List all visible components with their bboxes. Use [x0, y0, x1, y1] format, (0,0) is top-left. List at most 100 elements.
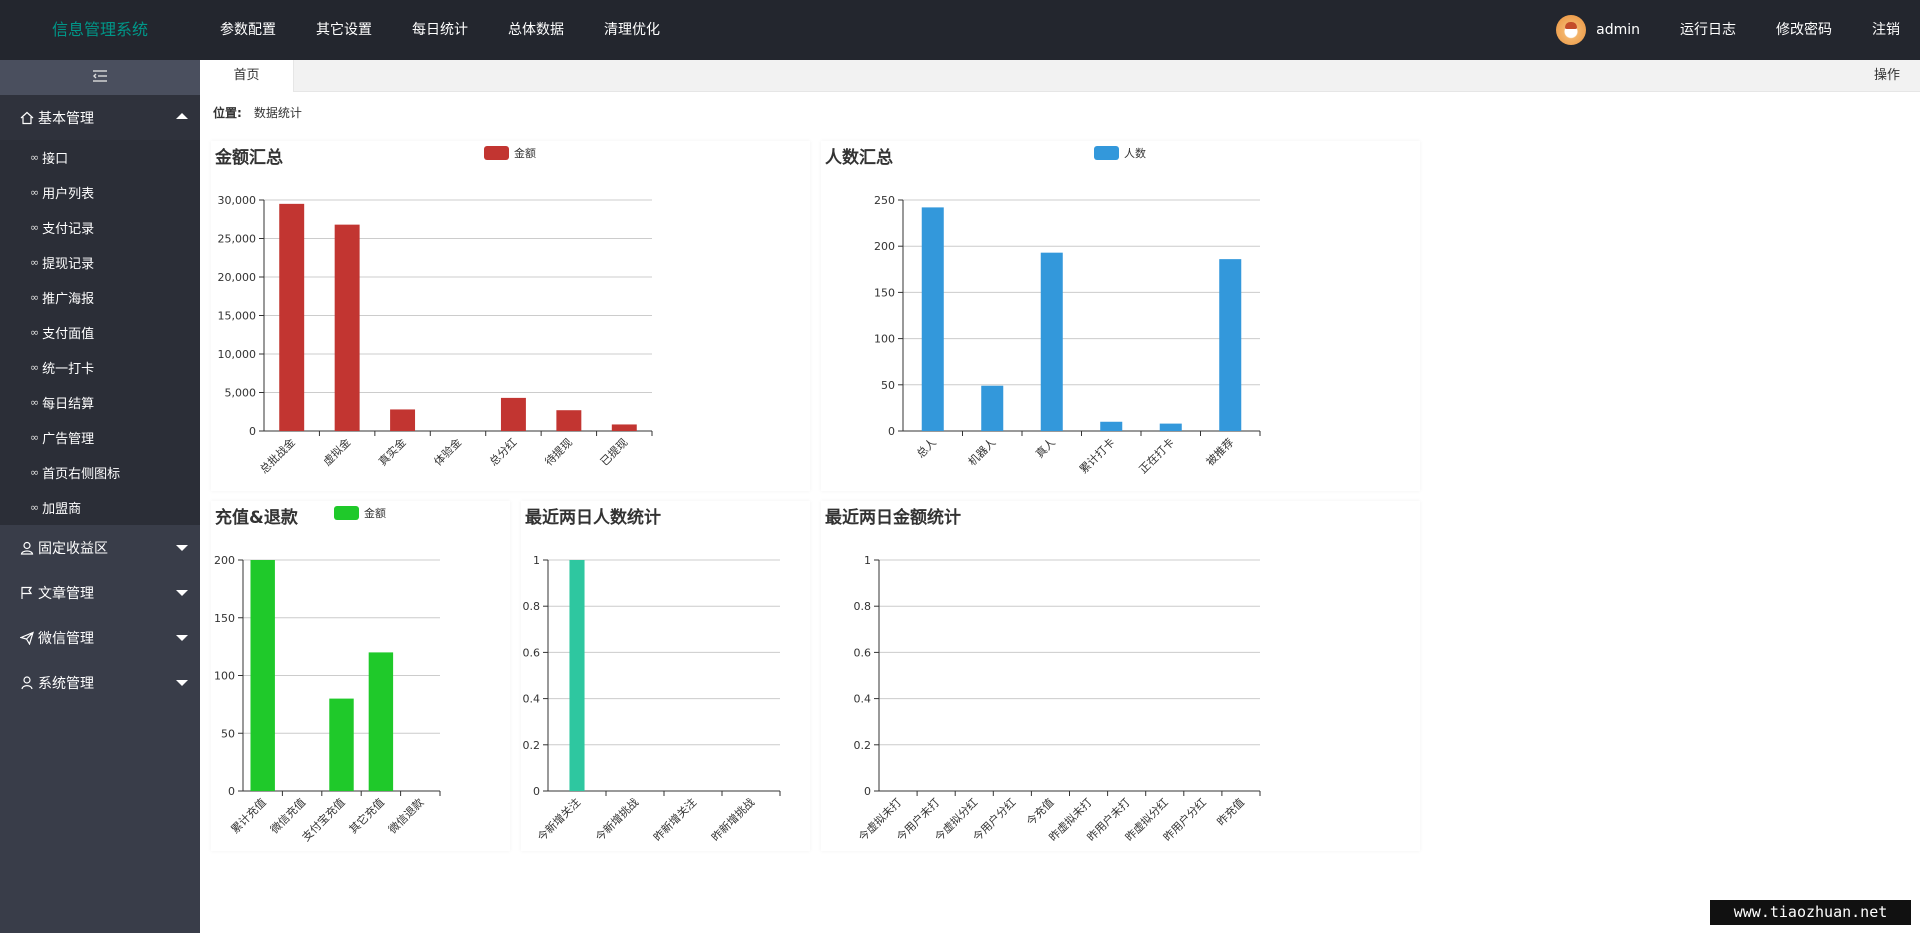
- bar[interactable]: [1159, 423, 1182, 431]
- bar[interactable]: [334, 224, 360, 431]
- sidebar-toggle[interactable]: [0, 60, 200, 95]
- link-icon: ∞: [30, 221, 40, 234]
- y-tick-label: 0: [888, 425, 895, 438]
- nav-logout[interactable]: 注销: [1872, 22, 1900, 38]
- y-tick-label: 0: [864, 785, 871, 798]
- bar[interactable]: [611, 424, 637, 431]
- sidebar-section-basic[interactable]: 基本管理: [0, 95, 200, 140]
- app-logo[interactable]: 信息管理系统: [51, 20, 148, 39]
- sidebar-item-payment-denomination[interactable]: ∞ 支付面值: [0, 315, 200, 350]
- x-tick-label: 正在打卡: [1136, 435, 1177, 476]
- bar[interactable]: [279, 203, 305, 431]
- sidebar-item-interface[interactable]: ∞ 接口: [0, 140, 200, 175]
- sidebar-item-user-list[interactable]: ∞ 用户列表: [0, 175, 200, 210]
- top-right-nav: admin 运行日志 修改密码 注销: [1536, 0, 1920, 60]
- chart-title: 金额汇总: [215, 148, 283, 168]
- chart-title: 最近两日金额统计: [825, 508, 961, 528]
- sidebar-item-home-right-icons[interactable]: ∞ 首页右侧图标: [0, 455, 200, 490]
- watermark: www.tiaozhuan.net: [1710, 900, 1911, 925]
- link-icon: ∞: [30, 186, 40, 199]
- sidebar-item-withdraw-records[interactable]: ∞ 提现记录: [0, 245, 200, 280]
- y-tick-label: 0: [533, 785, 540, 798]
- sidebar-item-promo-poster[interactable]: ∞ 推广海报: [0, 280, 200, 315]
- chevron-down-icon: [176, 545, 188, 551]
- top-header: 信息管理系统 参数配置 其它设置 每日统计 总体数据 清理优化 admin 运行…: [0, 0, 1920, 60]
- nav-daily-stats[interactable]: 每日统计: [412, 22, 468, 38]
- bar[interactable]: [368, 652, 394, 791]
- sidebar-section-fixed-income[interactable]: 固定收益区: [0, 525, 200, 570]
- sidebar-item-label: 每日结算: [42, 397, 95, 412]
- y-tick-label: 0: [228, 785, 235, 798]
- nav-change-password[interactable]: 修改密码: [1776, 22, 1832, 38]
- avatar: [1556, 15, 1587, 45]
- menu-collapse-icon[interactable]: [92, 69, 108, 87]
- people-summary-chart: 0 50 100 150 200 250 总人 机器人 真人 累计打卡 正在打卡 被推荐: [874, 194, 1261, 476]
- tab-home[interactable]: 首页: [200, 60, 294, 92]
- chart-legend[interactable]: 金额: [334, 505, 386, 521]
- operations-dropdown[interactable]: 操作: [1873, 68, 1900, 83]
- y-tick-label: 50: [881, 379, 895, 392]
- bar[interactable]: [500, 397, 526, 431]
- x-tick-label: 机器人: [965, 435, 998, 468]
- x-tick-label: 昨新增关注: [650, 795, 699, 844]
- link-icon: ∞: [30, 326, 40, 339]
- chart-title: 充值&退款: [215, 508, 298, 528]
- nav-run-log[interactable]: 运行日志: [1680, 22, 1736, 38]
- sidebar-section-system[interactable]: 系统管理: [0, 660, 200, 705]
- link-icon: ∞: [30, 291, 40, 304]
- send-icon: [20, 630, 34, 645]
- nav-params-config[interactable]: 参数配置: [220, 22, 276, 38]
- chart-title: 人数汇总: [825, 148, 893, 168]
- sidebar-section-wechat[interactable]: 微信管理: [0, 615, 200, 660]
- bar[interactable]: [1100, 421, 1123, 431]
- bar[interactable]: [1219, 259, 1242, 431]
- chevron-down-icon: [176, 680, 188, 686]
- y-tick-label: 20,000: [218, 271, 257, 284]
- bar[interactable]: [250, 560, 275, 791]
- user-menu[interactable]: admin: [1536, 15, 1660, 45]
- x-tick-label: 昨新增挑战: [708, 795, 757, 844]
- bar[interactable]: [569, 560, 585, 791]
- link-icon: ∞: [30, 501, 40, 514]
- chart-legend[interactable]: 人数: [1094, 145, 1146, 161]
- nav-cleanup[interactable]: 清理优化: [604, 22, 660, 38]
- x-tick-label: 今新增关注: [534, 795, 583, 844]
- sidebar-section-articles[interactable]: 文章管理: [0, 570, 200, 615]
- sidebar-item-franchisee[interactable]: ∞ 加盟商: [0, 490, 200, 525]
- tab-bar: 首页 操作: [200, 60, 1920, 92]
- sidebar-item-ad-management[interactable]: ∞ 广告管理: [0, 420, 200, 455]
- chart-panel-two-day-amount: 0 0.2 0.4 0.6 0.8 1 今虚拟未打 今用户未打 今虚拟分红 今用户分红 今充值 昨虚拟…: [821, 501, 1420, 851]
- y-tick-label: 200: [874, 240, 895, 253]
- bar[interactable]: [921, 207, 944, 431]
- y-tick-label: 0.8: [523, 600, 541, 613]
- nav-overall-data[interactable]: 总体数据: [508, 22, 564, 38]
- sidebar-item-payment-records[interactable]: ∞ 支付记录: [0, 210, 200, 245]
- sidebar-section-label: 文章管理: [38, 585, 94, 602]
- breadcrumb-current: 数据统计: [253, 106, 302, 120]
- sidebar-section-label: 基本管理: [38, 110, 94, 127]
- sidebar-submenu-basic: ∞ 接口 ∞ 用户列表 ∞ 支付记录 ∞ 提现记录 ∞ 推广海报 ∞ 支付面值 ∞ 统一打卡 …: [0, 140, 200, 525]
- nav-other-settings[interactable]: 其它设置: [316, 22, 372, 38]
- x-tick-label: 累计打卡: [1076, 435, 1117, 476]
- chart-legend[interactable]: 金额: [484, 145, 536, 161]
- flag-icon: [20, 586, 34, 600]
- user-name: admin: [1596, 22, 1640, 38]
- y-tick-label: 30,000: [218, 194, 257, 207]
- bar[interactable]: [329, 698, 354, 791]
- bar[interactable]: [390, 409, 416, 431]
- sidebar-item-unified-checkin[interactable]: ∞ 统一打卡: [0, 350, 200, 385]
- link-icon: ∞: [30, 361, 40, 374]
- x-tick-label: 被推荐: [1203, 435, 1236, 468]
- legend-swatch: [1094, 146, 1119, 160]
- y-tick-label: 0.6: [523, 646, 541, 659]
- sidebar-item-daily-settlement[interactable]: ∞ 每日结算: [0, 385, 200, 420]
- bar[interactable]: [556, 410, 582, 431]
- y-tick-label: 5,000: [225, 387, 257, 400]
- sidebar-item-label: 提现记录: [42, 257, 95, 272]
- y-tick-label: 15,000: [218, 310, 257, 323]
- x-tick-label: 微信充值: [267, 795, 308, 836]
- bar[interactable]: [1040, 252, 1063, 431]
- bar[interactable]: [981, 385, 1004, 431]
- chart-panel-recharge-refund: 0 50 100 150 200 累计充值 微信充值 支付宝充值 其它充值 微信退款 充值&退款 …: [211, 501, 510, 851]
